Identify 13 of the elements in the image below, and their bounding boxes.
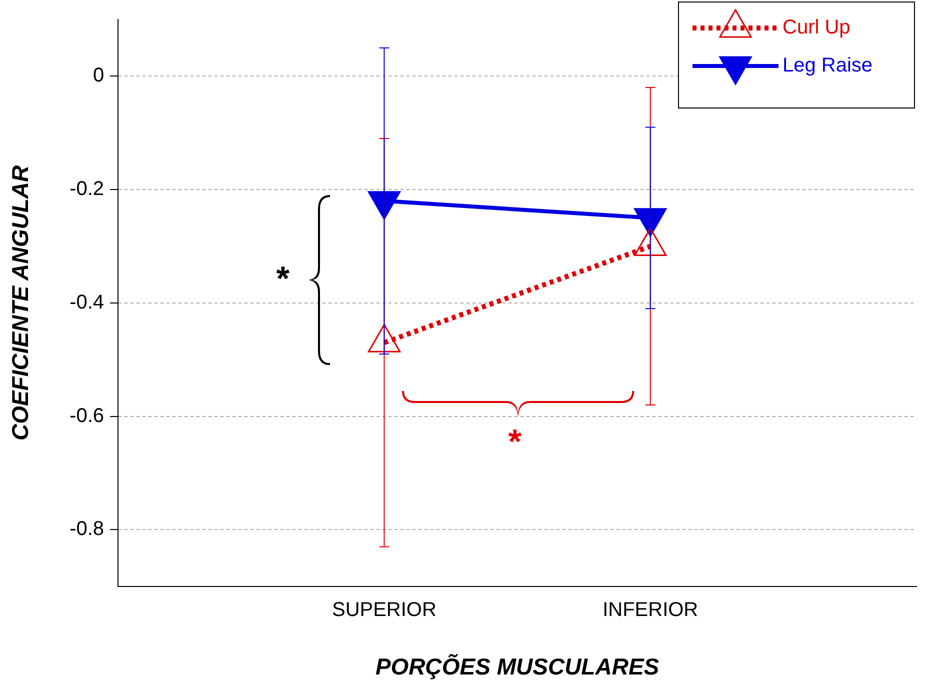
annotation: * <box>508 422 522 461</box>
y-tick-label: -0.4 <box>70 291 104 314</box>
x-tick-label: SUPERIOR <box>332 598 436 621</box>
y-tick-label: -0.6 <box>70 404 104 427</box>
legend-label: Curl Up <box>782 16 850 39</box>
y-tick-label: -0.2 <box>70 178 104 200</box>
x-axis-title: PORÇÕES MUSCULARES <box>375 654 660 680</box>
y-axis-title: COEFICIENTE ANGULAR <box>7 164 34 441</box>
y-tick-label: 0 <box>92 64 104 87</box>
y-tick-label: -0.8 <box>70 518 104 540</box>
legend-label: Leg Raise <box>782 54 873 77</box>
annotation: * <box>276 260 290 298</box>
x-tick-label: INFERIOR <box>602 598 698 621</box>
